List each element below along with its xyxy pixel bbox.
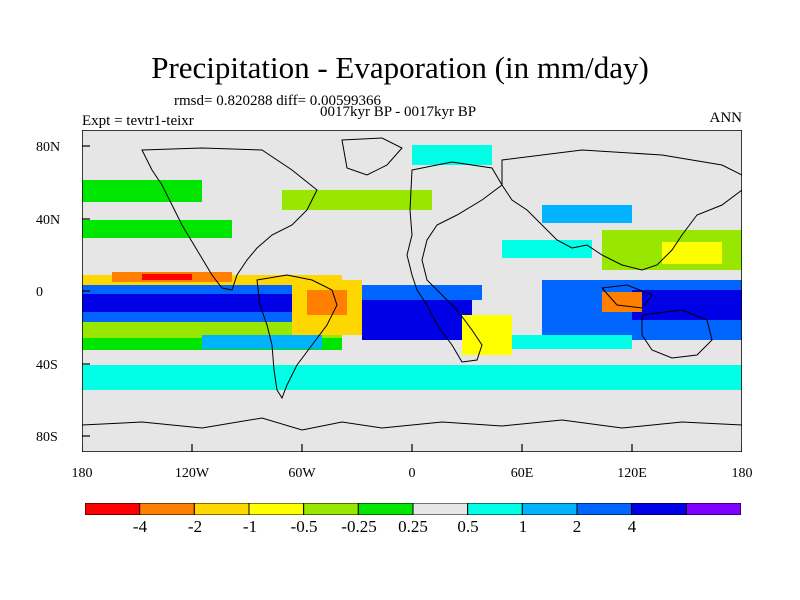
africa-yellow xyxy=(462,315,512,355)
greenland-coast xyxy=(341,137,403,176)
lat-tick-marks xyxy=(82,145,90,437)
colorbar-swatch xyxy=(193,503,250,515)
chart-title: Precipitation - Evaporation (in mm/day) xyxy=(151,50,649,85)
north-pacific-green xyxy=(82,180,202,202)
north-pacific-green-2 xyxy=(82,220,232,238)
atlantic-blue-core xyxy=(362,300,472,340)
period-text: 0017kyr BP - 0017kyr BP xyxy=(320,104,477,120)
atlantic-blue-north xyxy=(352,285,482,300)
lon-label-0: 0 xyxy=(408,466,416,481)
south-indian-cyan xyxy=(512,335,632,349)
season-label: ANN xyxy=(709,110,743,126)
colorbar-swatch xyxy=(467,503,523,515)
south-america-coast xyxy=(256,274,338,400)
colorbar-swatch xyxy=(412,503,469,515)
south-pacific-green xyxy=(82,322,342,338)
coastlines xyxy=(82,137,742,431)
lat-label-40s: 40S xyxy=(36,358,58,373)
southern-ocean-cyan xyxy=(82,365,742,390)
colorbar-swatch xyxy=(248,503,305,515)
colorbar-label-4: -0.5 xyxy=(290,517,318,536)
lon-label-120e: 120E xyxy=(617,466,647,481)
colorbar-swatch xyxy=(685,503,741,515)
experiment-label: Expt = tevtr1-teixr xyxy=(82,113,194,129)
itcz-core-east xyxy=(82,294,342,312)
lon-label-120w: 120W xyxy=(174,466,210,481)
colorbar-label-5: -0.25 xyxy=(341,517,377,536)
lat-label-0: 0 xyxy=(36,285,43,300)
colorbar-swatch xyxy=(303,503,359,515)
north-europe-cyan xyxy=(412,145,492,165)
west-pacific-core xyxy=(632,290,742,320)
field-patches xyxy=(82,145,742,390)
colorbar-label-1: -4 xyxy=(132,517,148,536)
lat-label-40n: 40N xyxy=(36,213,61,228)
colorbar-swatch xyxy=(139,503,195,515)
colorbar-label-6: 0.25 xyxy=(398,517,428,536)
north-america-coast xyxy=(141,147,318,291)
lat-label-80n: 80N xyxy=(36,140,61,155)
amazon-orange xyxy=(307,290,347,315)
north-atlantic-green xyxy=(282,190,432,210)
lon-label-60e: 60E xyxy=(510,466,534,481)
lon-label-180w: 180 xyxy=(71,466,93,481)
mideast-cyan xyxy=(502,240,592,258)
lon-label-180e: 180 xyxy=(731,466,753,481)
map-panel xyxy=(82,130,742,452)
colorbar-label-8: 1 xyxy=(518,517,528,536)
colorbar xyxy=(85,503,741,515)
colorbar-swatch xyxy=(357,503,414,515)
colorbar-swatch xyxy=(576,503,633,515)
colorbar-label-3: -1 xyxy=(242,517,258,536)
stats-text: rmsd= 0.820288 diff= 0.00599366 xyxy=(174,93,382,109)
pacific-red-band xyxy=(142,274,192,280)
colorbar-label-10: 4 xyxy=(627,517,637,536)
australia-coast xyxy=(641,309,713,359)
lon-label-60w: 60W xyxy=(288,466,316,481)
colorbar-swatch xyxy=(631,503,687,515)
south-pacific-cyan xyxy=(202,335,322,349)
asia-cyan xyxy=(542,205,632,223)
colorbar-swatch xyxy=(521,503,578,515)
itcz-band-east xyxy=(82,285,342,295)
europe-africa-coast xyxy=(406,161,503,363)
colorbar-label-2: -2 xyxy=(187,517,203,536)
colorbar-label-9: 2 xyxy=(572,517,582,536)
maritime-continent-coast xyxy=(600,284,653,309)
itcz-edge-east xyxy=(82,312,342,322)
lat-label-80s: 80S xyxy=(36,430,58,445)
northwest-pacific-yellow xyxy=(662,242,722,264)
colorbar-swatch xyxy=(85,503,141,515)
asia-coast xyxy=(501,149,742,271)
lon-tick-marks xyxy=(82,444,742,452)
antarctica-coast xyxy=(82,417,742,431)
colorbar-label-7: 0.5 xyxy=(457,517,479,536)
